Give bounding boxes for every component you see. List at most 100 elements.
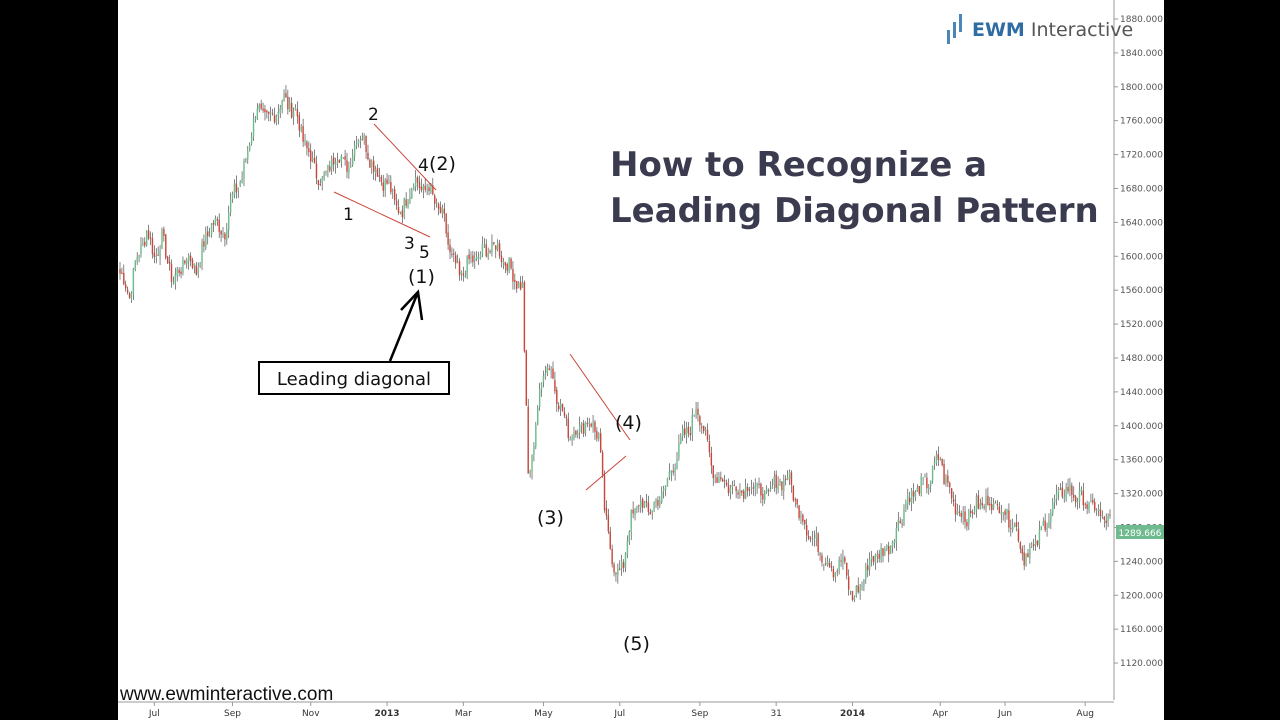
candle-body bbox=[1105, 520, 1107, 524]
candle bbox=[653, 501, 655, 513]
candle-body bbox=[767, 490, 770, 492]
candle-body bbox=[588, 422, 590, 425]
candle-body bbox=[502, 260, 505, 264]
candle-body bbox=[989, 503, 991, 506]
candle-body bbox=[695, 409, 697, 416]
candle bbox=[174, 267, 177, 290]
candle-body bbox=[472, 255, 474, 263]
candle-body bbox=[1099, 509, 1102, 517]
candle-body bbox=[645, 501, 648, 503]
candle bbox=[228, 205, 230, 239]
candle bbox=[882, 548, 884, 563]
candle bbox=[1011, 518, 1014, 533]
candle-body bbox=[531, 455, 533, 472]
candle-body bbox=[764, 490, 766, 501]
candle bbox=[401, 205, 404, 224]
candle bbox=[651, 510, 653, 520]
candle-body bbox=[876, 554, 879, 557]
candle bbox=[512, 261, 514, 290]
candle-body bbox=[565, 416, 568, 419]
candle bbox=[601, 450, 604, 478]
candle bbox=[382, 174, 384, 197]
candle-body bbox=[294, 107, 297, 111]
candle bbox=[367, 144, 369, 161]
wave-label-1: (1) bbox=[408, 266, 435, 288]
candle-body bbox=[233, 183, 236, 195]
candle bbox=[531, 454, 533, 480]
candle bbox=[140, 236, 142, 258]
candle bbox=[693, 414, 695, 417]
candle-body bbox=[285, 93, 287, 98]
candle bbox=[1082, 482, 1085, 511]
candle bbox=[1071, 482, 1073, 503]
candle bbox=[977, 490, 980, 510]
candle bbox=[1013, 522, 1016, 528]
candle-body bbox=[779, 480, 781, 484]
candle-body bbox=[212, 222, 215, 225]
candle-body bbox=[859, 586, 861, 594]
candle bbox=[805, 518, 808, 542]
candle bbox=[145, 230, 148, 247]
wave-label-4: (4) bbox=[615, 412, 642, 434]
candle-body bbox=[228, 212, 230, 231]
candle bbox=[992, 498, 995, 511]
y-tick-label: 1640.000 bbox=[1120, 218, 1163, 228]
candle bbox=[624, 552, 627, 573]
candle-body bbox=[464, 275, 466, 277]
y-tick-label: 1160.000 bbox=[1120, 625, 1163, 635]
candle bbox=[523, 280, 526, 353]
candle bbox=[529, 469, 531, 478]
candle-body bbox=[834, 572, 837, 577]
candle-body bbox=[916, 487, 919, 492]
candle-body bbox=[300, 125, 302, 131]
candle-body bbox=[853, 597, 856, 600]
candle bbox=[245, 157, 247, 163]
candle bbox=[216, 216, 219, 226]
candle bbox=[556, 386, 558, 412]
candle bbox=[817, 531, 819, 556]
candle-body bbox=[186, 260, 188, 264]
candle bbox=[289, 97, 291, 113]
candle bbox=[683, 420, 686, 439]
candle bbox=[535, 421, 537, 450]
candle bbox=[704, 426, 707, 436]
candle-body bbox=[1027, 553, 1029, 557]
candle bbox=[655, 498, 657, 508]
candle bbox=[241, 171, 243, 184]
candle bbox=[792, 485, 795, 503]
candle-body bbox=[773, 476, 775, 486]
candle-body bbox=[811, 538, 814, 540]
candle bbox=[863, 579, 865, 592]
candle-body bbox=[611, 549, 613, 565]
candle-body bbox=[1031, 544, 1033, 546]
candle-body bbox=[401, 210, 404, 218]
candle-body bbox=[931, 465, 934, 482]
candle bbox=[563, 407, 566, 418]
candle bbox=[208, 227, 211, 238]
candle-body bbox=[947, 475, 949, 483]
candle bbox=[517, 281, 520, 289]
candle bbox=[609, 526, 611, 550]
candle-body bbox=[935, 455, 938, 463]
candle-body bbox=[517, 282, 520, 288]
candle-body bbox=[886, 544, 888, 550]
candle-body bbox=[405, 199, 407, 206]
candle-body bbox=[836, 571, 838, 573]
candle bbox=[489, 249, 491, 254]
candle-body bbox=[393, 189, 396, 201]
candle-body bbox=[365, 135, 367, 152]
candle bbox=[332, 152, 335, 172]
candle bbox=[981, 496, 983, 509]
candle bbox=[500, 250, 503, 268]
candle-body bbox=[512, 269, 514, 282]
candle bbox=[931, 465, 934, 484]
y-tick-label: 1840.000 bbox=[1120, 49, 1163, 59]
candle bbox=[889, 545, 892, 554]
candle-body bbox=[174, 274, 177, 284]
candle-body bbox=[1021, 548, 1023, 554]
candle bbox=[777, 476, 779, 494]
candle bbox=[1010, 519, 1012, 537]
candle bbox=[638, 504, 640, 513]
candle bbox=[575, 429, 577, 438]
candle-body bbox=[1013, 523, 1016, 527]
